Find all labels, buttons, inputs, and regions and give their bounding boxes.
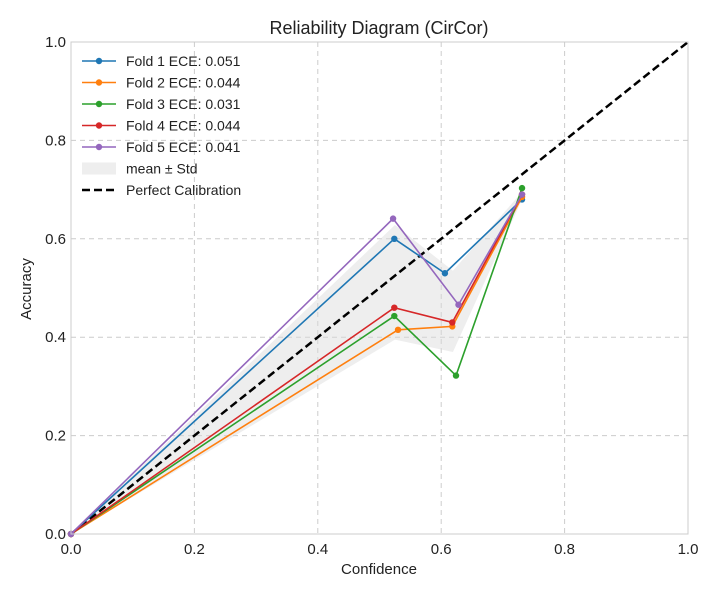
legend-marker-fold-4 [95, 122, 103, 129]
legend-marker-fold-2 [95, 79, 103, 86]
legend-label-fold-1: Fold 1 ECE: 0.051 [126, 53, 241, 69]
x-tick-label-3: 0.6 [431, 541, 452, 558]
data-point-fold-5-3 [518, 191, 526, 198]
series-line-fold-1 [70, 198, 523, 535]
legend-marker-fold-1 [95, 57, 103, 65]
legend-item-fold-5: Fold 5 ECE: 0.041 [82, 139, 241, 155]
legend-label-reference: Perfect Calibration [126, 182, 241, 198]
series-layer [67, 184, 526, 538]
data-point-fold-3-3 [518, 184, 526, 192]
legend-item-fold-4: Fold 4 ECE: 0.044 [82, 118, 241, 134]
data-point-fold-5-2 [455, 301, 462, 308]
data-point-fold-4-1 [391, 304, 398, 311]
series-line-fold-3 [70, 187, 523, 535]
x-tick-label-2: 0.4 [307, 541, 328, 558]
grid [71, 42, 688, 534]
legend: Fold 1 ECE: 0.051 Fold 2 ECE: 0.044 Fold 3… [82, 53, 241, 198]
data-point-fold-1-1 [391, 235, 398, 242]
y-axis-label: Accuracy [18, 258, 35, 320]
y-tick-label-3: 0.6 [45, 231, 66, 248]
legend-label-fold-5: Fold 5 ECE: 0.041 [126, 139, 241, 155]
legend-item-fold-1: Fold 1 ECE: 0.051 [82, 53, 241, 69]
legend-item-band: mean ± Std [82, 161, 198, 177]
legend-swatch-band [82, 162, 116, 175]
x-axis-label: Confidence [341, 561, 417, 578]
std-band-layer [71, 192, 523, 534]
series-line-fold-5 [70, 194, 523, 535]
legend-label-fold-4: Fold 4 ECE: 0.044 [126, 118, 241, 134]
series-fold-5 [67, 191, 526, 538]
data-point-fold-5-1 [389, 215, 397, 222]
legend-label-fold-2: Fold 2 ECE: 0.044 [126, 75, 241, 91]
legend-marker-fold-5 [95, 143, 103, 151]
x-tick-label-1: 0.2 [184, 541, 205, 558]
data-point-fold-1-2 [441, 270, 449, 277]
std-band [71, 192, 523, 534]
series-line-fold-2 [70, 196, 523, 535]
y-tick-label-2: 0.4 [45, 329, 66, 346]
plot-frame [70, 41, 689, 535]
chart-title: Reliability Diagram (CirCor) [269, 18, 488, 38]
legend-label-fold-3: Fold 3 ECE: 0.031 [126, 96, 241, 112]
y-tick-label-0: 0.0 [45, 526, 66, 543]
data-point-fold-2-1 [394, 326, 402, 334]
tick-labels: 0.0 0.2 0.4 0.6 0.8 1.0 0.0 0.2 0.4 0.6 0.8 1.0 [45, 34, 698, 558]
series-line-fold-4 [70, 194, 523, 535]
x-tick-label-4: 0.8 [554, 541, 575, 558]
data-point-fold-3-1 [391, 312, 398, 320]
y-tick-label-1: 0.2 [45, 428, 66, 445]
x-tick-label-0: 0.0 [61, 541, 82, 558]
x-tick-label-5: 1.0 [678, 541, 699, 558]
y-tick-label-5: 1.0 [45, 34, 66, 51]
legend-label-band: mean ± Std [126, 161, 198, 177]
legend-marker-fold-3 [95, 100, 103, 108]
legend-item-reference: Perfect Calibration [82, 182, 241, 198]
data-point-fold-3-2 [452, 372, 460, 379]
data-point-fold-4-2 [449, 319, 456, 326]
legend-item-fold-2: Fold 2 ECE: 0.044 [82, 75, 241, 91]
legend-item-fold-3: Fold 3 ECE: 0.031 [82, 96, 241, 112]
y-tick-label-4: 0.8 [45, 132, 66, 149]
